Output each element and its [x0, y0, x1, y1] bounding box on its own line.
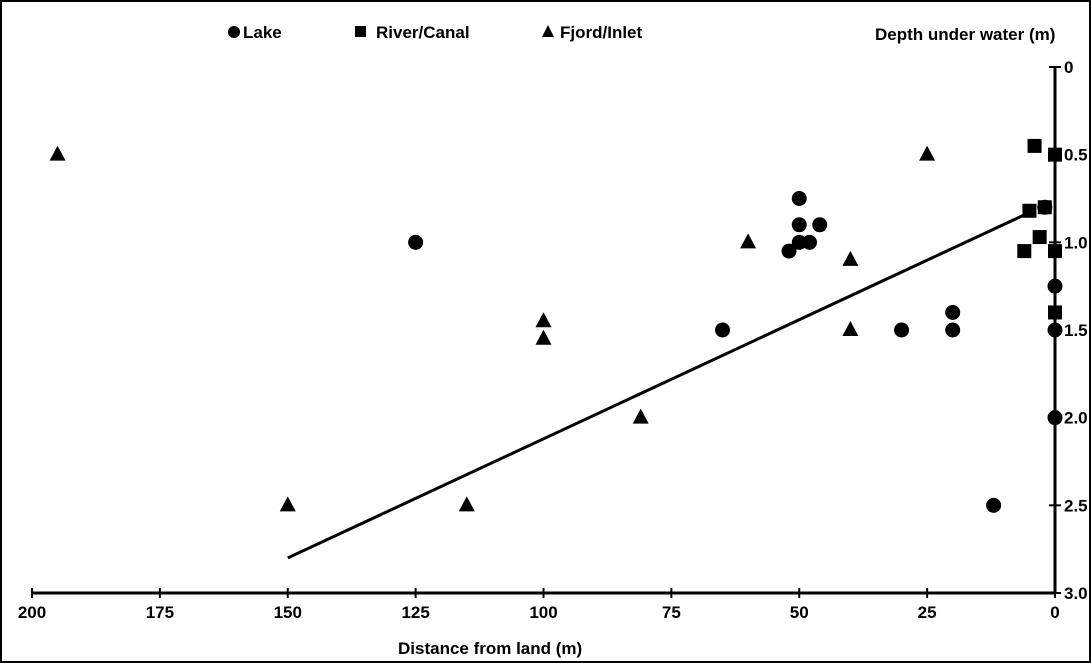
lake-point — [781, 243, 797, 259]
lake-point — [812, 217, 828, 233]
fjord-inlet-point — [279, 496, 296, 512]
legend: Lake River/Canal Fjord/Inlet — [228, 23, 643, 42]
x-tick-label: 175 — [146, 603, 174, 622]
legend-fjord-inlet-label: Fjord/Inlet — [560, 23, 643, 42]
y-tick-label: 3.0 — [1064, 584, 1088, 603]
y-tick-label: 0.5 — [1064, 146, 1088, 165]
legend-lake-marker — [228, 26, 240, 38]
y-tick-label: 1.0 — [1064, 233, 1088, 252]
river-canal-point — [1037, 200, 1052, 215]
fjord-inlet-point — [49, 145, 66, 161]
fjord-inlet-point — [535, 312, 552, 328]
legend-lake-label: Lake — [243, 23, 282, 42]
lake-point — [1047, 410, 1063, 426]
fjord-inlet-point — [842, 321, 859, 336]
river-canal-point — [1017, 244, 1032, 259]
x-tick-label: 200 — [18, 603, 46, 622]
lake-point — [1047, 322, 1063, 338]
x-tick-label: 150 — [274, 603, 302, 622]
y-tick-label: 0 — [1064, 58, 1073, 77]
river-canal-point — [1048, 147, 1062, 162]
y-tick-label: 1.5 — [1064, 321, 1088, 340]
fjord-inlet-point — [740, 233, 757, 249]
lake-point — [801, 234, 817, 250]
river-canal-point — [1022, 203, 1037, 218]
fjord-inlet-point — [535, 329, 552, 345]
lake-point — [1047, 278, 1063, 294]
fjord-inlet-point — [458, 496, 475, 512]
lake-point — [715, 322, 731, 338]
legend-fjord-inlet-marker — [542, 25, 554, 37]
x-tick-label: 75 — [662, 603, 681, 622]
trendline — [287, 211, 1031, 560]
x-axis-ticks: 200 175 150 125 100 75 50 25 0 — [18, 588, 1060, 622]
x-tick-label: 0 — [1050, 603, 1059, 622]
lake-point — [791, 191, 807, 206]
fjord-inlet-point — [842, 250, 859, 266]
lake-point — [986, 497, 1002, 513]
fjord-inlet-point — [632, 408, 649, 424]
x-tick-label: 100 — [529, 603, 557, 622]
x-axis-title: Distance from land (m) — [398, 639, 582, 658]
x-tick-label: 50 — [790, 603, 809, 622]
lake-point — [945, 304, 961, 320]
legend-river-canal-marker — [355, 26, 366, 37]
lake-point — [408, 234, 424, 250]
river-canal-point — [1027, 138, 1042, 153]
river-canal-point — [1048, 244, 1062, 259]
y-tick-label: 2.0 — [1064, 409, 1088, 428]
y-axis-ticks: 0 0.5 1.0 1.5 2.0 2.5 3.0 — [1049, 58, 1088, 603]
lake-point — [791, 217, 807, 233]
data-points — [49, 138, 1063, 513]
legend-river-canal-label: River/Canal — [376, 23, 470, 42]
lake-point — [894, 322, 910, 338]
fjord-inlet-point — [919, 145, 936, 161]
y-tick-label: 2.5 — [1064, 496, 1088, 515]
x-tick-label: 25 — [918, 603, 937, 622]
lake-point — [945, 322, 961, 338]
river-canal-point — [1048, 305, 1062, 320]
trendline-group — [287, 211, 1031, 560]
river-canal-point — [1032, 230, 1047, 245]
y-axis-title: Depth under water (m) — [875, 25, 1055, 44]
x-tick-label: 125 — [401, 603, 429, 622]
